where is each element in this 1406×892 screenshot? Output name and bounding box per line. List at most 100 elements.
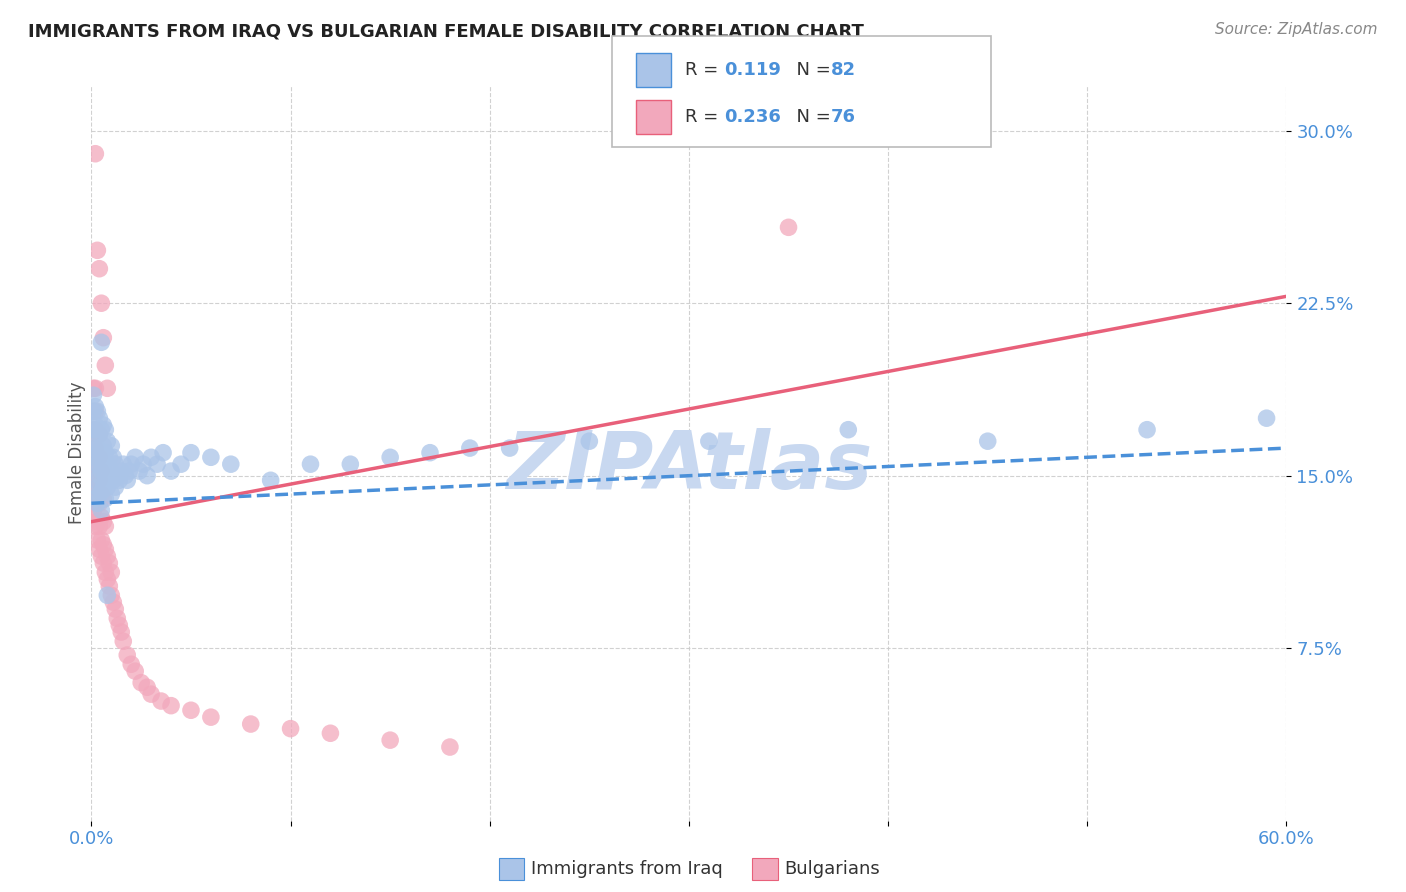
Point xyxy=(90,464,112,478)
Point xyxy=(419,446,441,460)
Point xyxy=(200,710,222,724)
Point xyxy=(84,441,107,455)
Point xyxy=(84,473,107,487)
Point xyxy=(498,441,520,455)
Point xyxy=(100,487,122,501)
Point xyxy=(89,519,111,533)
Point xyxy=(84,434,107,449)
Point xyxy=(110,464,132,478)
Point xyxy=(152,446,174,460)
Point xyxy=(93,418,115,433)
Point xyxy=(94,491,117,506)
Point xyxy=(86,427,108,442)
Text: 0.119: 0.119 xyxy=(724,61,780,78)
Point xyxy=(82,457,104,471)
Point xyxy=(94,468,117,483)
Point xyxy=(136,680,159,694)
Point xyxy=(93,439,115,453)
Text: R =: R = xyxy=(685,61,724,78)
Point xyxy=(84,491,107,506)
Point xyxy=(82,404,104,418)
Point xyxy=(132,457,155,471)
Point xyxy=(84,404,107,418)
Point xyxy=(90,464,112,478)
Point xyxy=(150,694,173,708)
Point xyxy=(93,331,115,345)
Point xyxy=(84,146,107,161)
Text: 76: 76 xyxy=(831,108,856,126)
Point xyxy=(120,457,142,471)
Point xyxy=(259,473,281,487)
Point xyxy=(219,457,242,471)
Point xyxy=(89,542,111,557)
Point xyxy=(1136,423,1159,437)
Point xyxy=(90,423,112,437)
Point xyxy=(84,423,107,437)
Point xyxy=(108,473,131,487)
Point xyxy=(93,556,115,570)
Point xyxy=(93,515,115,529)
Point xyxy=(82,503,104,517)
Point xyxy=(104,457,127,471)
Point xyxy=(439,740,461,755)
Y-axis label: Female Disability: Female Disability xyxy=(67,382,86,524)
Point xyxy=(89,487,111,501)
Point xyxy=(89,411,111,425)
Point xyxy=(778,220,800,235)
Point xyxy=(82,441,104,455)
Point xyxy=(89,468,111,483)
Point xyxy=(98,579,121,593)
Point xyxy=(89,427,111,442)
Point xyxy=(86,244,108,258)
Point xyxy=(93,480,115,494)
Point xyxy=(86,515,108,529)
Point xyxy=(105,468,128,483)
Point xyxy=(120,657,142,672)
Point xyxy=(96,434,118,449)
Point xyxy=(96,549,118,564)
Text: R =: R = xyxy=(685,108,724,126)
Point xyxy=(86,533,108,547)
Point xyxy=(84,450,107,465)
Text: N =: N = xyxy=(785,61,837,78)
Point xyxy=(94,423,117,437)
Point xyxy=(160,464,183,478)
Point xyxy=(98,556,121,570)
Point xyxy=(86,491,108,506)
Point xyxy=(160,698,183,713)
Point xyxy=(96,457,118,471)
Point xyxy=(86,480,108,494)
Point xyxy=(578,434,600,449)
Point xyxy=(84,381,107,395)
Point xyxy=(94,519,117,533)
Point xyxy=(118,464,141,478)
Point xyxy=(141,687,162,701)
Point xyxy=(86,450,108,465)
Point xyxy=(98,450,121,465)
Point xyxy=(170,457,193,471)
Point xyxy=(114,468,136,483)
Point xyxy=(108,618,131,632)
Point xyxy=(104,480,127,494)
Point xyxy=(89,261,111,276)
Point xyxy=(90,533,112,547)
Text: Source: ZipAtlas.com: Source: ZipAtlas.com xyxy=(1215,22,1378,37)
Text: 82: 82 xyxy=(831,61,856,78)
Point xyxy=(103,595,125,609)
Point xyxy=(200,450,222,465)
Point xyxy=(86,473,108,487)
Point xyxy=(90,296,112,310)
Point xyxy=(100,566,122,580)
Point xyxy=(98,473,121,487)
Point xyxy=(93,457,115,471)
Point xyxy=(89,446,111,460)
Point xyxy=(697,434,720,449)
Point xyxy=(93,491,115,506)
Point xyxy=(90,335,112,350)
Point xyxy=(82,473,104,487)
Point xyxy=(82,404,104,418)
Point xyxy=(89,450,111,465)
Text: N =: N = xyxy=(785,108,837,126)
Text: IMMIGRANTS FROM IRAQ VS BULGARIAN FEMALE DISABILITY CORRELATION CHART: IMMIGRANTS FROM IRAQ VS BULGARIAN FEMALE… xyxy=(28,22,865,40)
Point xyxy=(378,450,402,465)
